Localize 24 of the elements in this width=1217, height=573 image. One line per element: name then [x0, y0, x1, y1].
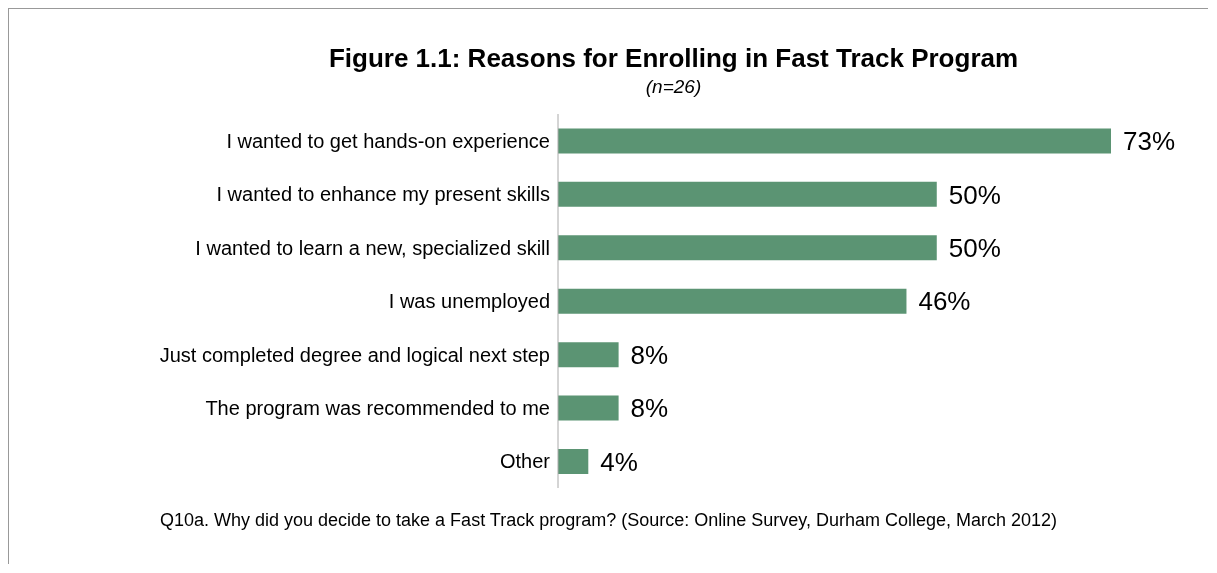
- data-label: 50%: [948, 179, 1001, 210]
- y-tick-label: The program was recommended to me: [205, 396, 550, 419]
- y-tick-label: I wanted to enhance my present skills: [216, 183, 550, 206]
- y-tick-label: Just completed degree and logical next step: [159, 343, 550, 366]
- bar: [558, 449, 589, 474]
- bar: [558, 288, 907, 314]
- y-tick-label: Other: [499, 450, 551, 473]
- bar: [558, 181, 937, 207]
- data-label: 8%: [630, 339, 669, 370]
- data-label: 73%: [1123, 126, 1176, 157]
- chart-title: Figure 1.1: Reasons for Enrolling in Fast Track Program: [327, 43, 1020, 74]
- bar: [558, 235, 937, 261]
- y-tick-label: I wanted to learn a new, specialized skill: [195, 236, 550, 259]
- chart-subtitle: (n=26): [644, 76, 703, 98]
- bar: [558, 342, 619, 368]
- bar: [558, 395, 619, 421]
- y-tick-label: I wanted to get hands-on experience: [226, 129, 550, 152]
- data-label: 46%: [918, 286, 971, 317]
- y-tick-label: I was unemployed: [388, 290, 550, 313]
- bar: [558, 128, 1111, 154]
- data-label: 50%: [948, 233, 1001, 264]
- text: Q10a. Why did you decide to take a Fast Track program? (Source: Online Survey, Durham College, March 2012): [158, 510, 1059, 531]
- data-label: 4%: [600, 446, 638, 477]
- data-label: 8%: [630, 393, 669, 424]
